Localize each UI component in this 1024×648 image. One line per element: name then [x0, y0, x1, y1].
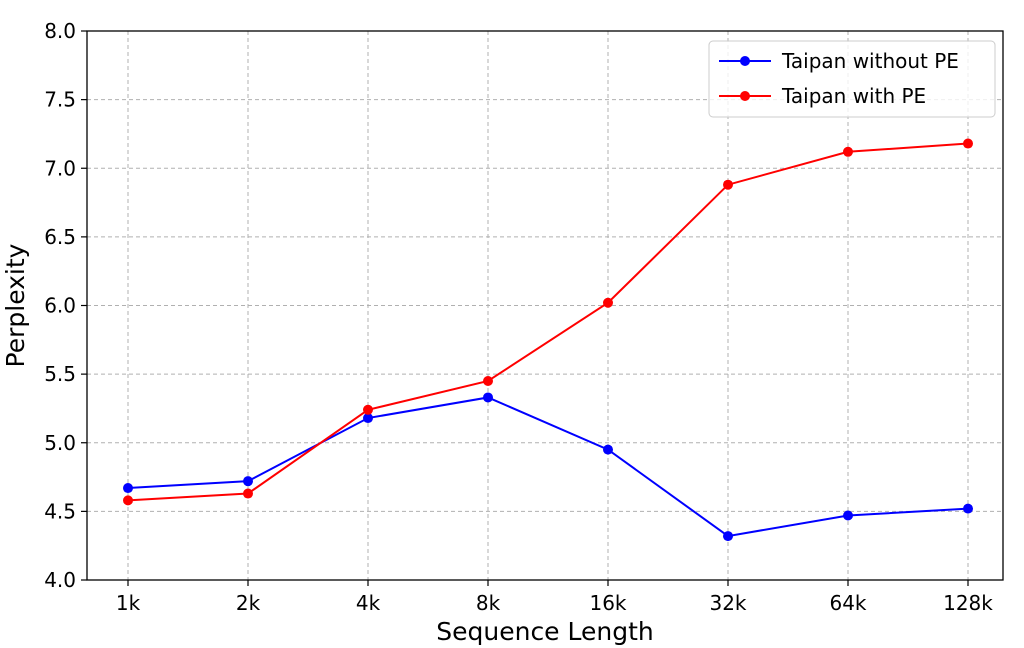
- legend-marker: [740, 91, 750, 101]
- y-tick-label: 5.0: [44, 431, 76, 455]
- series-line: [127, 396, 969, 538]
- y-tick-label: 6.0: [44, 294, 76, 318]
- x-tick-label: 32k: [709, 591, 746, 615]
- data-point: [483, 392, 493, 403]
- legend-entry: Taipan without PE: [719, 49, 959, 73]
- data-point: [723, 531, 733, 542]
- x-tick-label: 4k: [356, 591, 381, 615]
- data-point: [603, 297, 613, 308]
- data-point: [363, 413, 373, 424]
- data-point: [603, 444, 613, 455]
- series-0: [123, 392, 973, 542]
- x-tick-label: 2k: [236, 591, 261, 615]
- x-tick-label: 64k: [829, 591, 866, 615]
- legend-entry: Taipan with PE: [719, 84, 926, 108]
- y-tick-label: 7.5: [44, 88, 76, 112]
- legend-box: [708, 40, 996, 118]
- series-line: [127, 142, 969, 502]
- series-layer: [123, 138, 973, 542]
- data-point: [963, 138, 973, 149]
- axis-ticks: 1k 2k 4k 8k 16k 32k 64k 128k 4.0 4.5 5.0 5.5 6.0 6.5 7…: [44, 19, 993, 615]
- series-1: [123, 138, 973, 506]
- data-point: [483, 375, 493, 386]
- data-point: [963, 503, 973, 514]
- data-point: [243, 476, 253, 487]
- data-point: [363, 404, 373, 415]
- y-tick-label: 6.5: [44, 225, 76, 249]
- y-tick-label: 4.0: [44, 568, 76, 592]
- legend-label: Taipan without PE: [781, 49, 959, 73]
- data-point: [243, 488, 253, 499]
- x-tick-label: 16k: [589, 591, 626, 615]
- y-tick-label: 5.5: [44, 362, 76, 386]
- data-point: [843, 146, 853, 157]
- data-point: [123, 483, 133, 494]
- x-tick-label: 1k: [116, 591, 141, 615]
- data-point: [843, 510, 853, 521]
- legend-marker: [740, 56, 750, 66]
- data-point: [123, 495, 133, 506]
- legend-entries: Taipan without PE Taipan with PE: [719, 49, 959, 108]
- x-tick-label: 128k: [943, 591, 993, 615]
- y-tick-label: 8.0: [44, 19, 76, 43]
- data-point: [723, 179, 733, 190]
- y-tick-label: 7.0: [44, 156, 76, 180]
- y-tick-label: 4.5: [44, 499, 76, 523]
- x-axis-title: Sequence Length: [436, 617, 654, 646]
- legend-label: Taipan with PE: [781, 84, 926, 108]
- y-axis-title: Perplexity: [1, 243, 30, 367]
- x-tick-label: 8k: [476, 591, 501, 615]
- legend: Taipan without PE Taipan with PE: [708, 40, 996, 118]
